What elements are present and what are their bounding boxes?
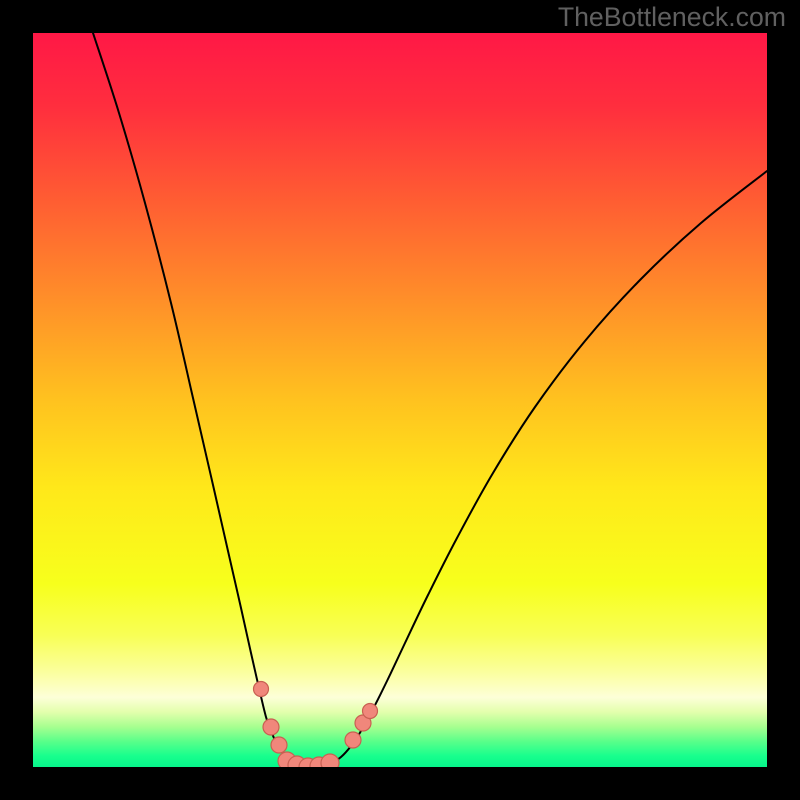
- bottleneck-chart-svg: [33, 33, 767, 767]
- curve-marker: [363, 704, 378, 719]
- chart-plot-area: [33, 33, 767, 767]
- watermark-label: TheBottleneck.com: [558, 2, 786, 33]
- curve-marker: [345, 732, 361, 748]
- curve-marker: [321, 754, 339, 767]
- curve-marker: [263, 719, 279, 735]
- chart-frame: TheBottleneck.com: [0, 0, 800, 800]
- curve-marker: [271, 737, 287, 753]
- gradient-background: [33, 33, 767, 767]
- curve-marker: [254, 682, 269, 697]
